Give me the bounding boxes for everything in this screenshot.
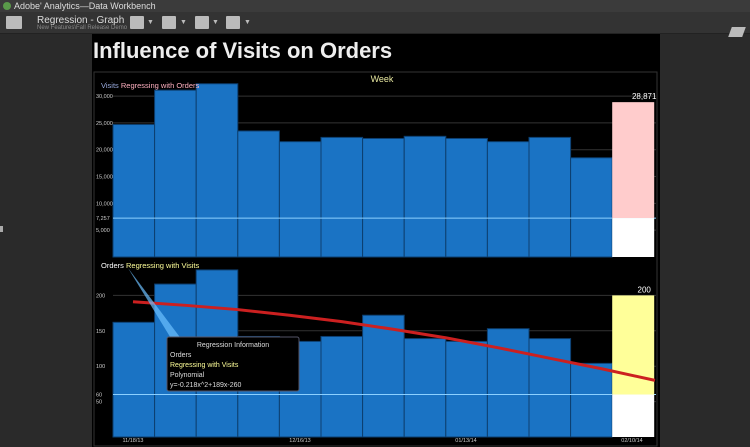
- y-tick-label: 50: [96, 400, 102, 406]
- bar: [528, 136, 572, 258]
- bar: [112, 124, 156, 258]
- bar: [570, 362, 613, 438]
- bar: [320, 136, 364, 258]
- tooltip-pointer: [128, 268, 182, 340]
- tooltip-model: Polynomial: [170, 372, 205, 379]
- chevron-down-icon[interactable]: ▼: [244, 19, 251, 26]
- chevron-down-icon[interactable]: ▼: [180, 19, 187, 26]
- x-tick-label: 02/10/14: [621, 438, 642, 444]
- x-tick-label: 12/16/13: [289, 438, 310, 444]
- x-tick-label: 11/18/13: [122, 438, 143, 444]
- window-titlebar: Adobe' Analytics—Data Workbench: [0, 0, 750, 12]
- bar: [112, 321, 156, 438]
- y-tick-label: 150: [96, 329, 105, 335]
- regression-tooltip: [166, 336, 300, 392]
- bar: [362, 137, 405, 258]
- bar: [403, 135, 447, 258]
- y-tick-label: 100: [96, 364, 105, 370]
- bar: [486, 141, 530, 258]
- y-tick-label: 60: [96, 393, 102, 399]
- y-tick-label: 30,000: [96, 94, 113, 100]
- bar: [278, 141, 322, 258]
- toolbar: Regression - Graph New Features\Fall Rel…: [0, 12, 750, 37]
- y-tick-label: 7,257: [96, 216, 110, 222]
- y-tick-label: 20,000: [96, 148, 113, 154]
- highlight-bar-base: [612, 218, 655, 257]
- page-title: Influence of Visits on Orders: [93, 38, 393, 63]
- panel-handle[interactable]: [0, 226, 3, 232]
- tooltip-equation: y=-0.218x^2+189x-260: [170, 382, 241, 389]
- app-logo-icon: [3, 2, 11, 10]
- highlight-value-label: 200: [638, 285, 652, 294]
- bar: [403, 338, 447, 438]
- chevron-down-icon[interactable]: ▼: [212, 19, 219, 26]
- y-tick-label: 200: [96, 293, 105, 299]
- y-tick-label: 5,000: [96, 228, 110, 234]
- chevron-down-icon[interactable]: ▼: [147, 19, 154, 26]
- tooltip-metric: Orders: [170, 352, 192, 359]
- series-label: Visits Regressing with Orders: [101, 81, 199, 90]
- export-icon[interactable]: [195, 16, 209, 29]
- help-icon[interactable]: [226, 16, 240, 29]
- series-label: Orders Regressing with Visits: [101, 261, 199, 270]
- window-title: Adobe' Analytics—Data Workbench: [14, 1, 156, 11]
- bar: [445, 137, 488, 258]
- y-tick-label: 25,000: [96, 121, 113, 127]
- bar: [195, 83, 239, 258]
- bar: [445, 340, 488, 438]
- workspace-path: New Features\Fall Release Demo: [37, 25, 128, 31]
- tooltip-relation: Regressing with Visits: [170, 362, 239, 369]
- add-visualization-icon[interactable]: [162, 16, 176, 29]
- highlight-bar: [612, 102, 655, 219]
- bar: [237, 130, 280, 258]
- regression-curve: [132, 300, 656, 382]
- highlight-bar-base: [612, 394, 655, 437]
- chart-frame: [93, 71, 658, 447]
- layout-icon[interactable]: [130, 16, 144, 29]
- workspace-menu-icon[interactable]: [6, 16, 22, 29]
- bar: [362, 314, 405, 438]
- y-tick-label: 15,000: [96, 175, 113, 181]
- visualization-title: Regression - Graph: [37, 15, 125, 26]
- bar: [154, 89, 197, 258]
- bar: [570, 157, 613, 258]
- bar: [486, 328, 530, 438]
- highlight-value-label: 28,871: [632, 92, 657, 101]
- bar: [320, 335, 364, 438]
- bar: [528, 338, 572, 438]
- tooltip-title: Regression Information: [197, 342, 269, 349]
- x-tick-label: 01/13/14: [455, 438, 476, 444]
- chart-title: Week: [371, 74, 394, 84]
- y-tick-label: 10,000: [96, 201, 113, 207]
